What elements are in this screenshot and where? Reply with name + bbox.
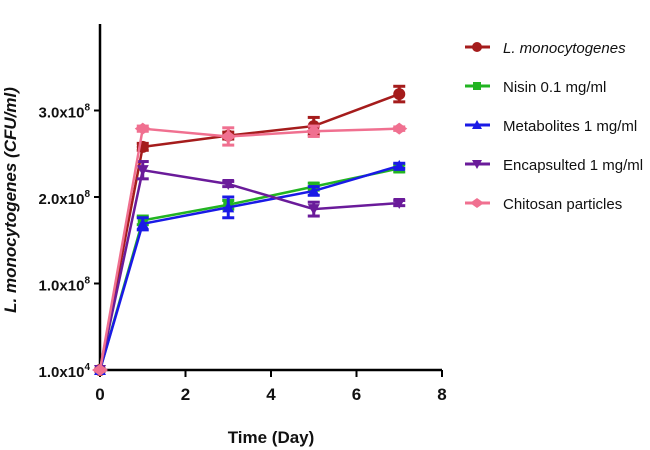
x-tick-label: 0 [95, 385, 104, 404]
series-line [98, 164, 400, 371]
legend-label: Metabolites 1 mg/ml [503, 118, 637, 135]
marker-triangle-down [307, 204, 320, 216]
marker-diamond [220, 130, 237, 143]
series-line [98, 167, 400, 371]
marker-diamond [92, 363, 108, 376]
legend-label: Nisin 0.1 mg/ml [503, 79, 606, 96]
y-tick-label: 1.0x108 [39, 276, 91, 295]
marker-diamond [134, 122, 151, 135]
marker-square [473, 82, 481, 90]
legend-item: Chitosan particles [465, 196, 622, 213]
legend-item: Metabolites 1 mg/ml [465, 118, 637, 135]
marker-triangle-up [472, 120, 482, 129]
y-tick-label: 1.0x104 [39, 362, 91, 381]
marker-triangle-up [307, 184, 320, 196]
x-tick-label: 6 [352, 385, 361, 404]
legend-item: Encapsulted 1 mg/ml [465, 157, 643, 174]
series-chitosan-particles [92, 122, 408, 376]
axes: 0 2 4 6 8 1.0x104 1.0x108 2.0x108 3.0x108 [39, 24, 447, 404]
x-tick-label: 4 [266, 385, 276, 404]
y-axis-label: L. monocytogenes (CFU/ml) [1, 87, 20, 313]
series-nisin-0-1-mg-ml [95, 163, 406, 375]
marker-triangle-down [222, 179, 235, 191]
marker-diamond [305, 125, 322, 138]
marker-circle [393, 88, 406, 101]
marker-triangle-down [472, 160, 482, 169]
x-tick-label: 8 [437, 385, 446, 404]
marker-triangle-down [393, 198, 406, 210]
marker-diamond [391, 122, 408, 135]
y-axis-label-text: L. monocytogenes (CFU/ml) [1, 87, 20, 313]
y-tick-label: 3.0x108 [39, 103, 91, 122]
marker-circle [472, 42, 482, 52]
legend-label: Chitosan particles [503, 196, 622, 213]
x-tick-label: 2 [181, 385, 190, 404]
marker-triangle-up [136, 217, 149, 229]
marker-diamond [470, 198, 484, 208]
series-line [98, 127, 400, 371]
marker-triangle-down [136, 165, 149, 177]
legend-item: L. monocytogenes [465, 40, 626, 57]
x-axis-label: Time (Day) [228, 428, 315, 447]
legend-label: Encapsulted 1 mg/ml [503, 157, 643, 174]
legend-label: L. monocytogenes [503, 40, 626, 57]
plot-area [92, 84, 408, 376]
marker-triangle-up [393, 159, 406, 171]
y-tick-label: 2.0x108 [39, 189, 91, 208]
legend-item: Nisin 0.1 mg/ml [465, 79, 606, 96]
marker-triangle-up [222, 201, 235, 213]
series-encapsulted-1-mg-ml [94, 160, 406, 376]
legend: L. monocytogenes Nisin 0.1 mg/ml Metabolit… [465, 40, 643, 213]
series-metabolites-1-mg-ml [94, 159, 406, 375]
